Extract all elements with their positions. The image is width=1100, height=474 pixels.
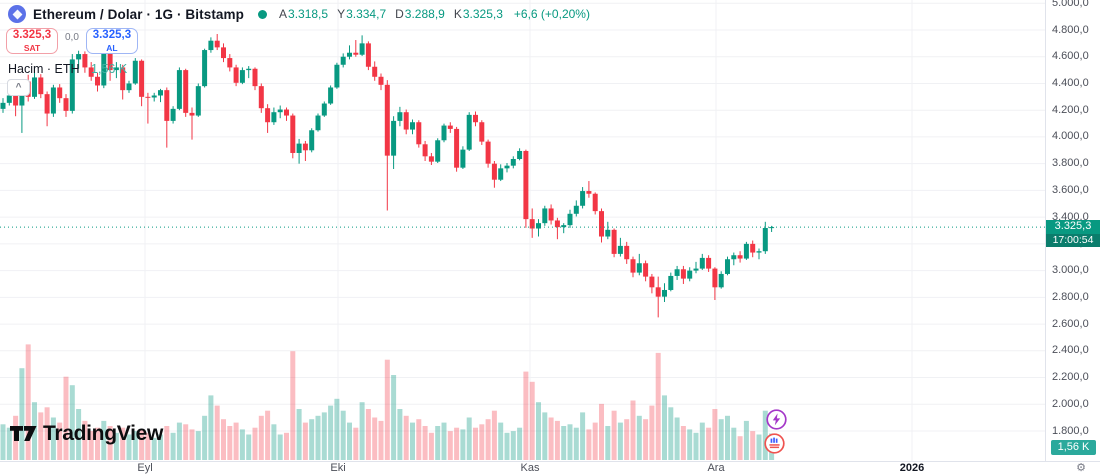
open-value: A3.318,5 [279, 7, 329, 21]
price-axis-label: 2.800,0 [1052, 290, 1089, 303]
price-axis-label: 4.200,0 [1052, 103, 1089, 116]
eth-diamond-glyph [12, 9, 22, 19]
tradingview-watermark[interactable]: TradingView [10, 422, 163, 446]
collapse-pane-button[interactable]: ^ [7, 79, 30, 96]
symbol-row: Ethereum / Dolar · 1G · Bitstamp A3.318,… [8, 5, 590, 23]
time-axis[interactable]: Eyl Eki Kas Ara 2026 ⚙ [0, 461, 1100, 474]
price-axis-label: 5.000,0 [1052, 0, 1089, 9]
price-axis-label: 3.600,0 [1052, 183, 1089, 196]
ohlc-values: A3.318,5 Y3.334,7 D3.288,9 K3.325,3 [279, 7, 512, 21]
sell-price: 3.325,3 [12, 29, 52, 41]
trade-buttons: 3.325,3 SAT 0,0 3.325,3 AL [6, 28, 138, 54]
high-value: Y3.334,7 [337, 7, 387, 21]
price-axis-label: 2.200,0 [1052, 371, 1089, 384]
tradingview-logo-icon [10, 426, 37, 441]
price-axis[interactable]: 5.000,0 4.800,0 4.600,0 4.400,0 4.200,0 4.000… [1045, 0, 1100, 461]
buy-label: AL [106, 42, 118, 53]
price-axis-label: 1.800,0 [1052, 424, 1089, 437]
time-axis-label[interactable]: 2026 [899, 462, 925, 474]
time-axis-label[interactable]: Ara [707, 462, 725, 474]
current-price-badge: 3.325,3 [1046, 220, 1100, 234]
price-axis-label: 4.000,0 [1052, 130, 1089, 143]
price-axis-label: 4.800,0 [1052, 23, 1089, 36]
price-axis-label: 3.000,0 [1052, 264, 1089, 277]
time-axis-label[interactable]: Eki [330, 462, 346, 474]
volume-legend-label: Hacim · ETH [8, 62, 80, 76]
buy-button[interactable]: 3.325,3 AL [85, 28, 138, 54]
time-axis-label[interactable]: Eyl [137, 462, 153, 474]
price-axis-label: 3.400,0 [1052, 210, 1089, 223]
sell-label: SAT [23, 42, 41, 53]
time-axis-label[interactable]: Kas [520, 462, 540, 474]
spread-value: 0,0 [65, 31, 79, 43]
price-axis-label: 2.600,0 [1052, 317, 1089, 330]
us-holiday-marker[interactable] [764, 433, 785, 454]
us-flag-icon [764, 433, 785, 454]
low-value: D3.288,9 [395, 7, 445, 21]
chevron-up-icon: ^ [15, 82, 22, 93]
axis-settings-gear-icon[interactable]: ⚙ [1076, 462, 1086, 474]
price-axis-label: 4.600,0 [1052, 50, 1089, 63]
price-axis-label: 2.000,0 [1052, 397, 1089, 410]
watermark-text: TradingView [43, 422, 164, 445]
ethereum-icon [8, 5, 26, 23]
close-value: K3.325,3 [453, 7, 503, 21]
lightning-icon [766, 409, 787, 430]
price-axis-label: 4.400,0 [1052, 76, 1089, 89]
price-change: +6,6 (+0,20%) [513, 7, 590, 21]
price-axis-label: 3.800,0 [1052, 157, 1089, 170]
market-status-dot-icon[interactable] [258, 9, 267, 19]
symbol-title[interactable]: Ethereum / Dolar · 1G · Bitstamp [33, 6, 244, 22]
volume-value-badge: 1,56 K [1051, 440, 1096, 455]
sell-button[interactable]: 3.325,3 SAT [6, 28, 58, 54]
price-axis-label: 2.400,0 [1052, 344, 1089, 357]
volume-legend[interactable]: Hacim · ETH 1,56 K [8, 62, 127, 76]
economic-event-marker[interactable] [766, 409, 787, 430]
buy-price: 3.325,3 [92, 29, 132, 41]
bar-countdown-badge: 17:00:54 [1046, 233, 1100, 247]
volume-legend-value: 1,56 K [91, 62, 128, 76]
